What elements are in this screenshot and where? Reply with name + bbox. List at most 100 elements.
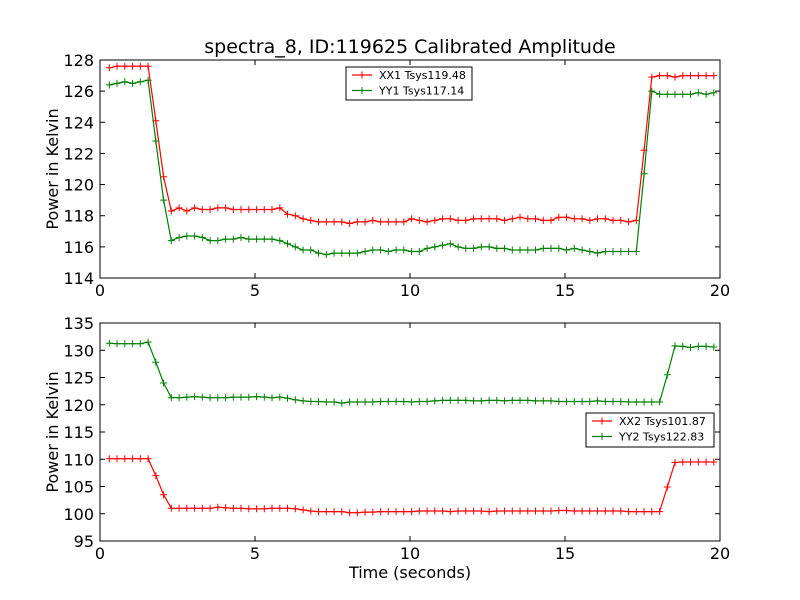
- y-tick-label: 122: [63, 144, 94, 163]
- data-point: [408, 398, 416, 406]
- data-point: [439, 241, 447, 249]
- data-point: [369, 216, 377, 224]
- y-tick-label: 124: [63, 113, 94, 132]
- chart-title: spectra_8, ID:119625 Calibrated Amplitud…: [204, 36, 615, 58]
- data-point: [346, 509, 354, 517]
- data-point: [338, 218, 346, 226]
- data-point: [710, 343, 718, 351]
- data-point: [663, 90, 671, 98]
- data-point: [594, 397, 601, 405]
- data-point: [524, 396, 532, 404]
- data-point: [679, 342, 687, 350]
- data-point: [547, 507, 555, 515]
- data-point: [532, 397, 539, 405]
- data-point: [315, 508, 322, 516]
- data-point: [439, 507, 447, 515]
- data-point: [671, 73, 679, 81]
- data-point: [160, 491, 168, 499]
- data-point: [245, 505, 253, 513]
- data-point: [338, 249, 346, 257]
- data-point: [694, 342, 702, 350]
- data-point: [144, 338, 152, 346]
- data-point: [330, 218, 338, 226]
- data-point: [167, 207, 175, 215]
- data-point: [454, 396, 462, 404]
- data-point: [470, 507, 478, 515]
- data-point: [539, 216, 547, 224]
- data-point: [570, 244, 578, 252]
- data-point: [501, 244, 509, 252]
- data-point: [454, 507, 462, 515]
- data-point: [454, 216, 462, 224]
- data-point: [663, 72, 671, 80]
- data-point: [353, 398, 361, 406]
- data-point: [439, 215, 447, 223]
- data-point: [462, 244, 470, 252]
- x-tick-label: 15: [555, 281, 575, 300]
- y-tick-label: 120: [63, 176, 94, 195]
- data-point: [431, 507, 439, 515]
- data-point: [330, 508, 338, 516]
- data-point: [563, 398, 570, 405]
- data-point: [291, 396, 299, 404]
- data-point: [694, 89, 702, 97]
- legend-label: XX1 Tsys119.48: [379, 69, 466, 82]
- data-point: [129, 62, 137, 70]
- x-tick-label: 20: [710, 281, 730, 300]
- data-point: [648, 87, 656, 95]
- data-point: [640, 170, 648, 178]
- data-point: [462, 507, 470, 515]
- data-point: [315, 249, 322, 257]
- data-point: [175, 234, 183, 241]
- data-point: [710, 458, 718, 466]
- data-point: [555, 507, 563, 514]
- data-point: [539, 397, 547, 405]
- data-point: [516, 246, 524, 254]
- data-point: [702, 72, 710, 80]
- data-point: [501, 507, 509, 515]
- data-point: [315, 218, 322, 226]
- data-point: [129, 455, 137, 463]
- data-point: [532, 507, 539, 515]
- data-point: [276, 204, 284, 212]
- data-point: [563, 246, 570, 254]
- data-point: [346, 220, 354, 227]
- data-point: [663, 371, 671, 379]
- data-point: [485, 215, 493, 223]
- y-tick-label: 118: [63, 207, 94, 226]
- data-point: [625, 218, 633, 226]
- data-point: [237, 504, 245, 512]
- data-point: [609, 248, 617, 255]
- data-point: [663, 483, 671, 491]
- data-point: [601, 398, 609, 405]
- data-point: [160, 379, 168, 387]
- y-tick-label: 100: [63, 505, 94, 524]
- data-point: [679, 458, 687, 466]
- x-tick-label: 10: [400, 544, 420, 563]
- y-tick-label: 135: [63, 314, 94, 333]
- data-point: [431, 216, 439, 224]
- data-point: [113, 62, 121, 70]
- data-point: [656, 508, 664, 516]
- legend-box: [585, 412, 715, 448]
- data-point: [206, 237, 214, 245]
- x-tick-label: 10: [400, 281, 420, 300]
- data-point: [400, 218, 408, 226]
- data-point: [253, 235, 261, 243]
- data-point: [702, 342, 710, 350]
- data-point: [229, 206, 237, 213]
- data-point: [121, 62, 129, 70]
- data-point: [477, 507, 485, 515]
- data-point: [392, 398, 400, 405]
- data-point: [524, 215, 532, 223]
- data-point: [609, 216, 617, 224]
- top-plot: 0 5 10 15 20 114 116 118 120 122 124 126 128 Power in…: [43, 51, 730, 300]
- data-point: [485, 243, 493, 251]
- data-point: [578, 215, 586, 223]
- data-point: [632, 398, 640, 406]
- data-point: [446, 396, 454, 404]
- data-point: [191, 393, 199, 401]
- data-point: [477, 397, 485, 405]
- data-point: [423, 398, 431, 405]
- x-tick-label: 5: [250, 281, 260, 300]
